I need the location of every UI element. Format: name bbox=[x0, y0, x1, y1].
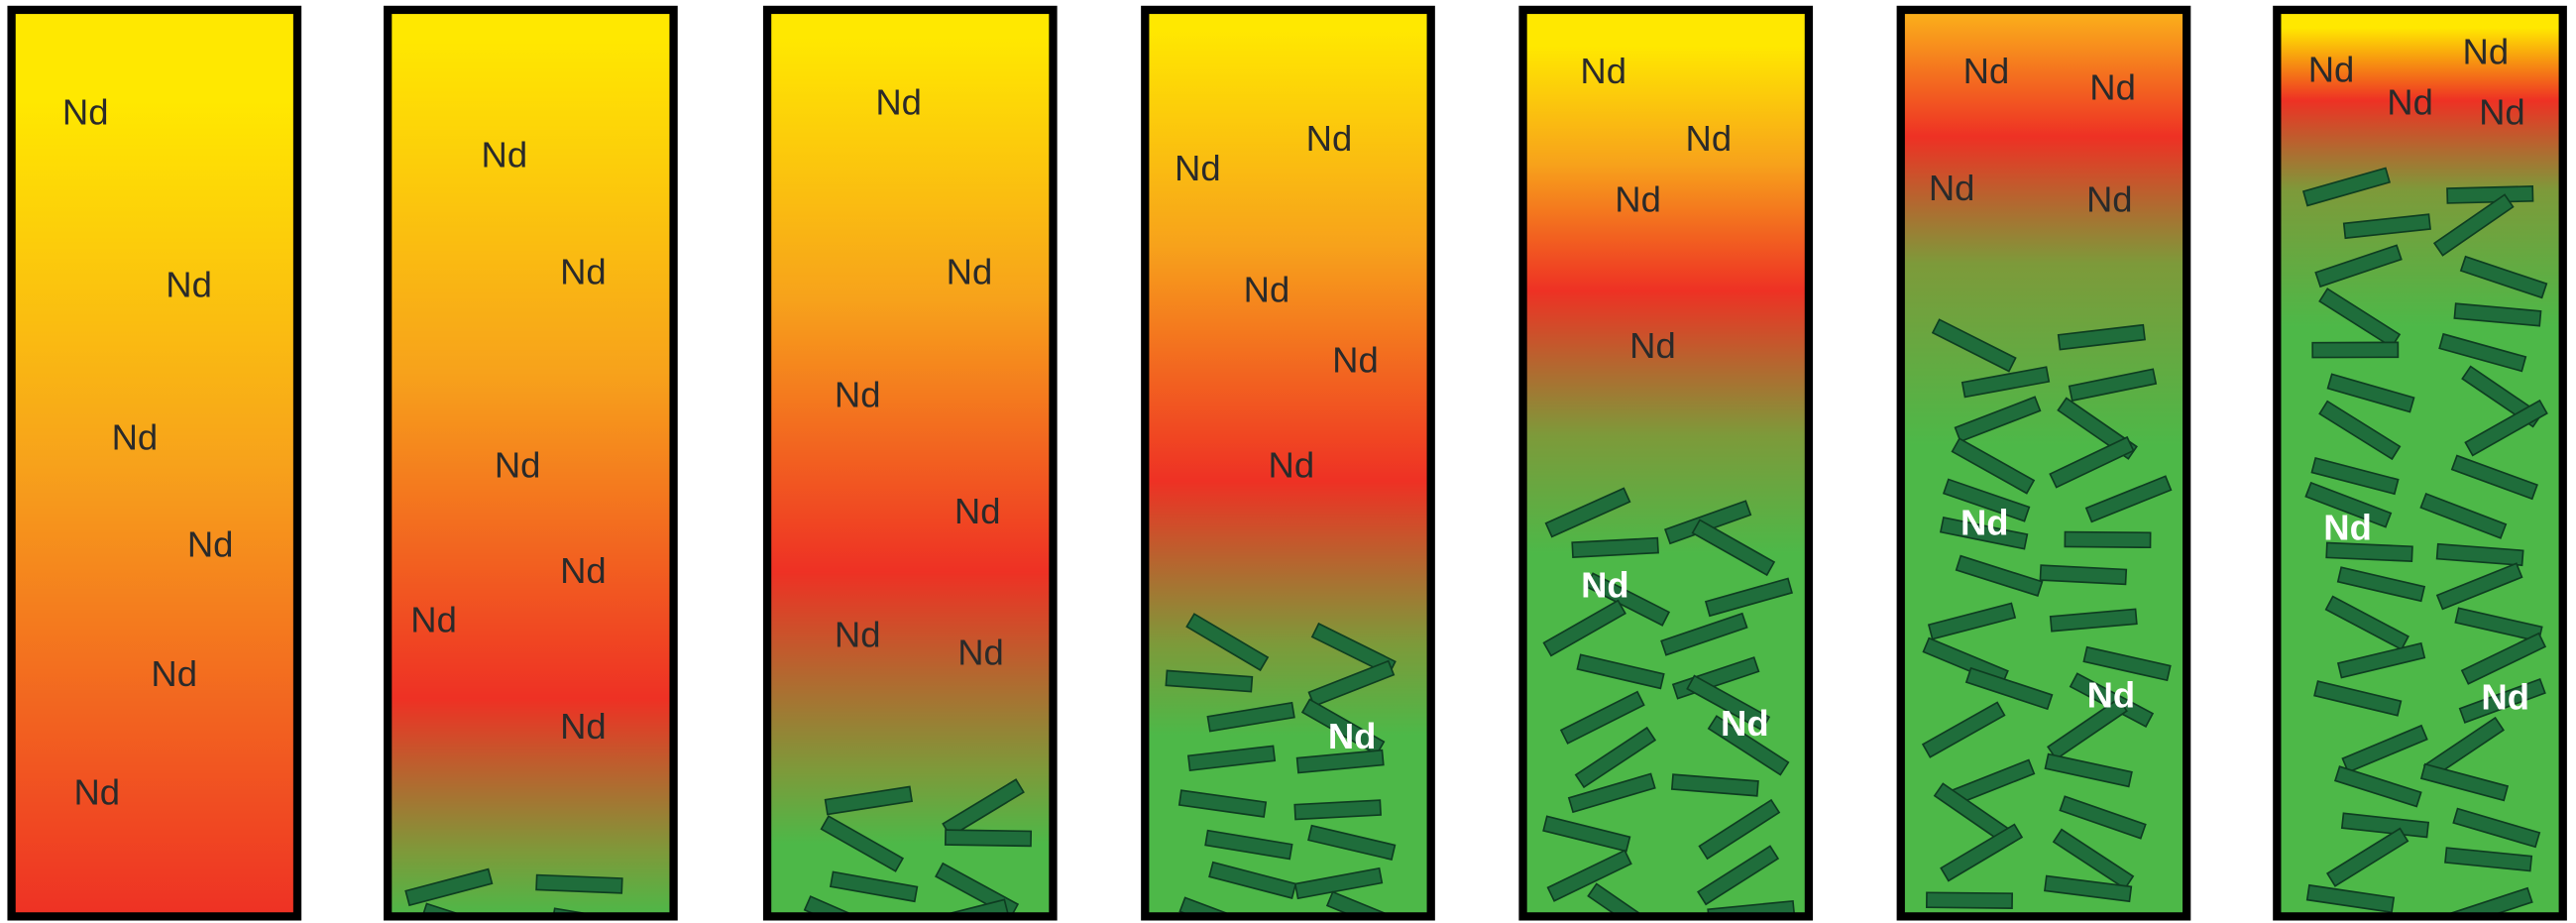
nd-label: Nd bbox=[2308, 50, 2355, 90]
nd-label: Nd bbox=[1629, 325, 1676, 366]
nd-label: Nd bbox=[187, 523, 234, 564]
panel-fill bbox=[1523, 10, 1809, 916]
nd-label: Nd bbox=[835, 375, 881, 415]
nd-label: Nd bbox=[1269, 445, 1315, 486]
nd-label: Nd bbox=[1306, 118, 1353, 159]
nd-label: Nd bbox=[1581, 565, 1629, 606]
nd-label: Nd bbox=[560, 706, 607, 747]
nd-label: Nd bbox=[166, 265, 212, 305]
rod bbox=[2065, 532, 2150, 548]
panel: Nd Nd Nd Nd Nd Nd bbox=[1523, 10, 1809, 923]
panel: Nd Nd Nd Nd Nd Nd bbox=[1901, 10, 2186, 916]
panel: Nd Nd Nd Nd Nd Nd bbox=[12, 10, 297, 916]
panel-fill bbox=[12, 10, 297, 916]
nd-label: Nd bbox=[73, 771, 120, 812]
rod bbox=[536, 875, 622, 893]
nd-label: Nd bbox=[2086, 178, 2133, 219]
nd-label: Nd bbox=[1615, 178, 1661, 219]
nd-label: Nd bbox=[947, 251, 993, 291]
nd-label: Nd bbox=[954, 491, 1001, 531]
panel: Nd Nd Nd Nd Nd Nd bbox=[388, 10, 673, 923]
nd-label: Nd bbox=[1328, 716, 1377, 756]
nd-label: Nd bbox=[560, 550, 607, 591]
panel: Nd Nd Nd Nd Nd Nd bbox=[2277, 10, 2562, 923]
nd-label: Nd bbox=[835, 614, 881, 654]
nd-label: Nd bbox=[410, 599, 457, 639]
nd-label: Nd bbox=[875, 82, 922, 123]
nd-label: Nd bbox=[2323, 508, 2372, 548]
page: {"panels": [ {"labels": ["Nd", "Nd", "Nd… bbox=[0, 0, 2576, 923]
nd-label: Nd bbox=[1332, 340, 1379, 381]
rod bbox=[2040, 565, 2126, 584]
rod bbox=[1927, 892, 2012, 908]
nd-label: Nd bbox=[2089, 67, 2136, 108]
nd-label: Nd bbox=[495, 445, 541, 486]
rod bbox=[2312, 342, 2398, 357]
nd-label: Nd bbox=[1175, 148, 1221, 188]
nd-label: Nd bbox=[62, 92, 109, 133]
nd-label: Nd bbox=[2387, 82, 2433, 123]
diagram: NdNdNdNdNdNdNdNdNdNdNdNdNdNdNdNdNdNdNdNd… bbox=[0, 0, 2576, 923]
rod bbox=[946, 830, 1031, 846]
nd-label: Nd bbox=[1686, 118, 1733, 159]
rod bbox=[2447, 186, 2533, 203]
panel: Nd Nd Nd Nd Nd Nd bbox=[767, 10, 1053, 923]
nd-label: Nd bbox=[2463, 31, 2510, 71]
nd-label: Nd bbox=[2087, 675, 2136, 716]
panel: Nd Nd Nd Nd Nd Nd bbox=[1145, 10, 1430, 923]
nd-label: Nd bbox=[1244, 270, 1290, 310]
nd-label: Nd bbox=[151, 653, 197, 694]
nd-label: Nd bbox=[2479, 92, 2525, 133]
nd-label: Nd bbox=[1721, 703, 1769, 744]
nd-label: Nd bbox=[1963, 51, 2010, 91]
nd-label: Nd bbox=[2481, 676, 2529, 717]
nd-label: Nd bbox=[1580, 51, 1626, 91]
panel-fill bbox=[767, 10, 1053, 916]
nd-label: Nd bbox=[1960, 503, 2009, 543]
nd-label: Nd bbox=[112, 417, 159, 458]
nd-label: Nd bbox=[957, 633, 1004, 673]
panel-fill bbox=[1901, 10, 2186, 916]
nd-label: Nd bbox=[560, 251, 607, 291]
nd-label: Nd bbox=[1929, 168, 1975, 208]
nd-label: Nd bbox=[482, 135, 528, 175]
